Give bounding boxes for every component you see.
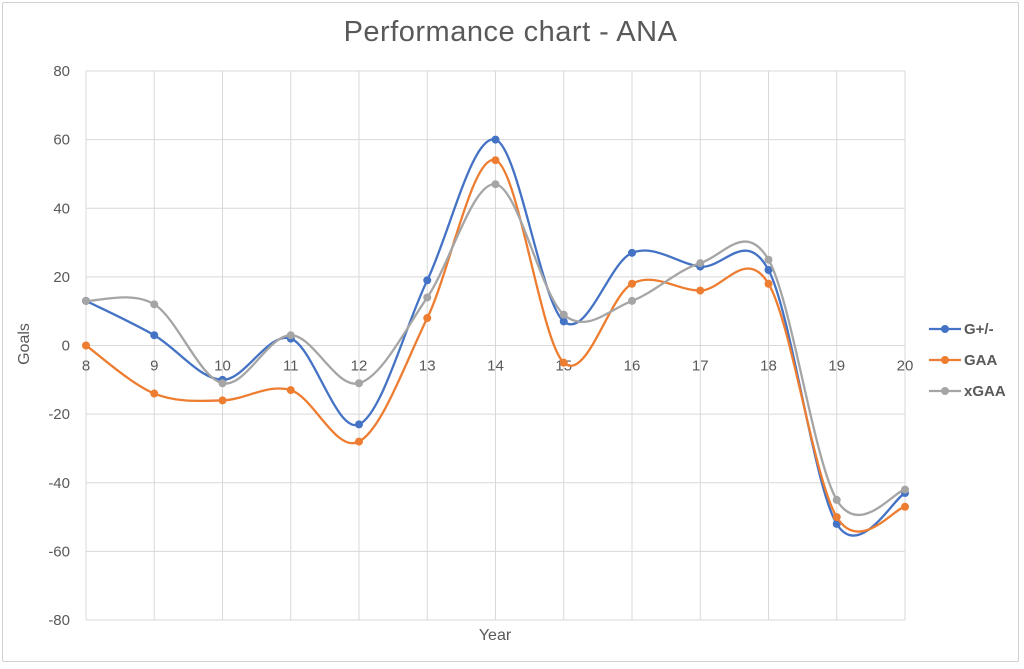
data-point-xgaa bbox=[559, 310, 568, 319]
x-tick-label: 18 bbox=[760, 358, 777, 375]
x-tick-label: 13 bbox=[419, 358, 436, 375]
x-tick-label: 14 bbox=[487, 358, 504, 375]
data-point-gaa bbox=[82, 341, 90, 350]
legend-item-label: GAA bbox=[964, 351, 998, 369]
x-axis-title: Year bbox=[478, 627, 512, 644]
data-point-gaa bbox=[559, 358, 568, 367]
data-point-xgaa bbox=[423, 293, 432, 302]
data-point-xgaa bbox=[218, 379, 227, 388]
data-point-xgaa bbox=[901, 485, 909, 494]
legend: G+/- GAA xGAA bbox=[929, 319, 1006, 401]
data-point-gaa bbox=[696, 286, 705, 295]
legend-item-label: G+/- bbox=[964, 320, 994, 338]
data-point-g+/- bbox=[628, 248, 636, 257]
data-point-gaa bbox=[832, 513, 841, 522]
data-point-g+/- bbox=[355, 420, 363, 429]
y-tick-label: -80 bbox=[48, 612, 70, 629]
data-point-gaa bbox=[355, 437, 363, 446]
data-point-gaa bbox=[218, 396, 227, 405]
x-tick-label: 9 bbox=[150, 358, 158, 375]
data-point-g+/- bbox=[423, 276, 432, 285]
data-point-xgaa bbox=[696, 259, 705, 268]
data-point-xgaa bbox=[832, 495, 841, 504]
x-tick-label: 19 bbox=[828, 358, 845, 375]
data-point-xgaa bbox=[286, 331, 295, 340]
y-tick-label: 40 bbox=[53, 200, 70, 217]
data-point-gaa bbox=[491, 156, 500, 165]
x-tick-label: 17 bbox=[692, 358, 709, 375]
data-point-gaa bbox=[764, 279, 773, 288]
y-tick-label: 0 bbox=[62, 338, 70, 355]
chart-title: Performance chart - ANA bbox=[343, 16, 678, 48]
data-point-g+/- bbox=[491, 135, 500, 144]
data-point-xgaa bbox=[491, 180, 500, 189]
legend-item-g+/-: G+/- bbox=[929, 319, 1006, 339]
series-line-xgaa bbox=[84, 183, 907, 517]
data-point-gaa bbox=[150, 389, 159, 398]
data-point-gaa bbox=[628, 279, 636, 288]
legend-marker-icon bbox=[929, 325, 961, 333]
data-point-gaa bbox=[423, 314, 432, 323]
chart-frame: Performance chart - ANA bbox=[2, 2, 1019, 662]
y-tick-label: -60 bbox=[48, 543, 70, 560]
legend-marker-icon bbox=[929, 356, 961, 364]
data-point-xgaa bbox=[355, 379, 363, 388]
data-point-g+/- bbox=[559, 317, 568, 326]
legend-marker-icon bbox=[929, 387, 961, 395]
data-point-g+/- bbox=[764, 266, 773, 275]
y-tick-label: 80 bbox=[53, 63, 70, 80]
legend-item-xgaa: xGAA bbox=[929, 381, 1006, 401]
legend-item-gaa: GAA bbox=[929, 350, 1006, 370]
x-tick-label: 16 bbox=[624, 358, 641, 375]
data-point-g+/- bbox=[150, 331, 159, 340]
series-line-gaa bbox=[84, 159, 907, 533]
x-tick-label: 11 bbox=[283, 358, 299, 375]
data-point-gaa bbox=[286, 386, 295, 395]
x-tick-label: 20 bbox=[897, 358, 914, 375]
y-tick-label: -20 bbox=[48, 406, 70, 423]
data-point-xgaa bbox=[82, 296, 90, 305]
data-point-xgaa bbox=[628, 296, 636, 305]
series-line-g+/- bbox=[84, 138, 907, 537]
y-axis-title: Goals bbox=[16, 323, 33, 365]
x-tick-label: 10 bbox=[214, 358, 231, 375]
y-tick-label: 20 bbox=[53, 269, 70, 286]
data-point-xgaa bbox=[150, 300, 159, 309]
data-point-xgaa bbox=[764, 255, 773, 264]
x-tick-label: 8 bbox=[82, 358, 90, 375]
legend-item-label: xGAA bbox=[964, 382, 1006, 400]
x-tick-label: 12 bbox=[351, 358, 368, 375]
y-tick-label: -40 bbox=[48, 475, 70, 492]
data-point-gaa bbox=[901, 502, 909, 511]
y-tick-label: 60 bbox=[53, 132, 70, 149]
